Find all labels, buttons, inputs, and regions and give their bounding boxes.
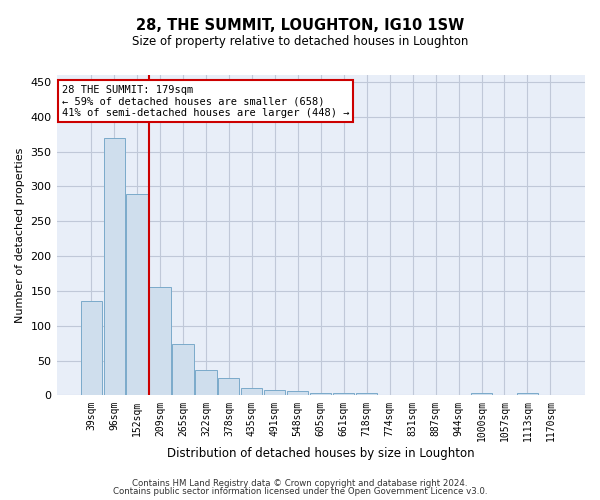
Bar	[356, 392, 377, 396]
Text: Contains public sector information licensed under the Open Government Licence v3: Contains public sector information licen…	[113, 487, 487, 496]
Bar	[127, 194, 148, 396]
X-axis label: Distribution of detached houses by size in Loughton: Distribution of detached houses by size …	[167, 447, 475, 460]
Bar	[218, 378, 239, 396]
Y-axis label: Number of detached properties: Number of detached properties	[15, 148, 25, 323]
Bar	[264, 390, 286, 396]
Bar	[517, 394, 538, 396]
Bar	[471, 394, 492, 396]
Text: Contains HM Land Registry data © Crown copyright and database right 2024.: Contains HM Land Registry data © Crown c…	[132, 478, 468, 488]
Text: Size of property relative to detached houses in Loughton: Size of property relative to detached ho…	[132, 35, 468, 48]
Text: 28, THE SUMMIT, LOUGHTON, IG10 1SW: 28, THE SUMMIT, LOUGHTON, IG10 1SW	[136, 18, 464, 32]
Bar	[172, 344, 194, 396]
Bar	[333, 392, 354, 396]
Bar	[149, 288, 170, 396]
Bar	[241, 388, 262, 396]
Bar	[104, 138, 125, 396]
Bar	[80, 300, 101, 396]
Bar	[196, 370, 217, 396]
Bar	[287, 392, 308, 396]
Bar	[310, 394, 331, 396]
Text: 28 THE SUMMIT: 179sqm
← 59% of detached houses are smaller (658)
41% of semi-det: 28 THE SUMMIT: 179sqm ← 59% of detached …	[62, 84, 349, 118]
